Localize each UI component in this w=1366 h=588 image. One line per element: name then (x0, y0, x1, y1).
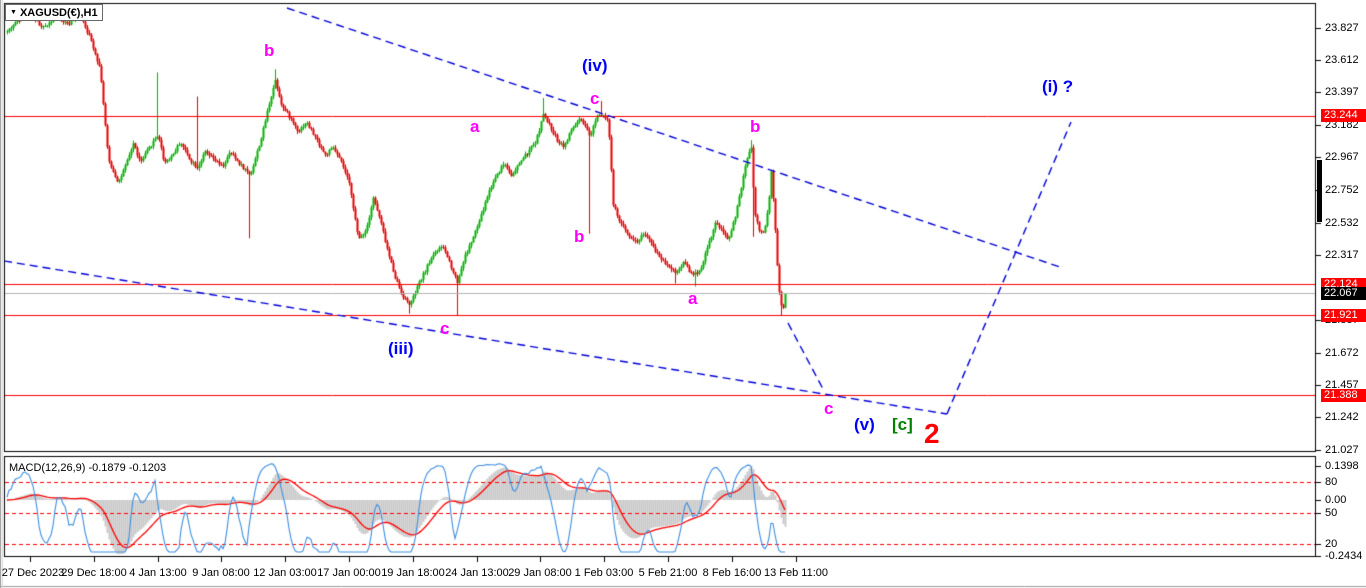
time-tick-label: 8 Feb 16:00 (702, 567, 762, 579)
time-tick-label: 9 Jan 08:00 (192, 567, 250, 579)
elliott-wave-label[interactable]: c (590, 89, 600, 108)
elliott-wave-label[interactable]: b (750, 117, 761, 136)
elliott-wave-label[interactable]: a (688, 289, 698, 308)
price-tick-label: 21.027 (1325, 443, 1359, 456)
elliott-wave-label[interactable]: a (470, 117, 480, 136)
price-tick-label: 22.532 (1325, 216, 1359, 229)
price-tick-label: 23.397 (1325, 86, 1359, 99)
elliott-wave-label[interactable]: (iv) (582, 56, 608, 75)
price-tick-label: 21.457 (1325, 378, 1359, 391)
time-tick-label: 19 Jan 18:00 (381, 567, 445, 579)
dropdown-arrow-icon: ▼ (10, 9, 17, 16)
elliott-wave-label[interactable]: b (574, 227, 585, 246)
time-tick-label: 24 Jan 13:00 (445, 567, 509, 579)
elliott-wave-label[interactable]: 2 (924, 418, 940, 449)
symbol-selector[interactable]: ▼ XAGUSD(€),H1 (5, 4, 103, 21)
elliott-wave-label[interactable]: c (824, 399, 834, 418)
price-tick-label: 22.967 (1325, 151, 1359, 164)
price-tick-label: 23.612 (1325, 54, 1359, 67)
indicator-tick-label: 0.1398 (1325, 460, 1359, 473)
time-tick-label: 29 Dec 18:00 (61, 567, 127, 579)
symbol-title: XAGUSD(€),H1 (19, 6, 98, 19)
price-level-badge: 23.244 (1321, 109, 1366, 122)
indicator-tick-label: -0.2434 (1325, 549, 1363, 562)
indicator-label: MACD(12,26,9) -0.1879 -0.1203 (9, 462, 167, 474)
oscillator-level-label: 50 (1325, 506, 1338, 519)
elliott-wave-label[interactable]: c (440, 319, 450, 338)
time-tick-label: 13 Feb 11:00 (763, 567, 829, 579)
time-tick-label: 27 Dec 2023 (1, 567, 65, 579)
time-tick-label: 1 Feb 03:00 (574, 567, 634, 579)
elliott-wave-label[interactable]: (i) ? (1042, 77, 1074, 96)
elliott-wave-label[interactable]: (v) (854, 415, 875, 434)
price-level-badge: 21.921 (1321, 309, 1366, 322)
price-tick-label: 21.242 (1325, 411, 1359, 424)
price-level-badge: 21.388 (1321, 389, 1366, 402)
price-level-badge: 22.067 (1321, 287, 1366, 300)
price-tick-label: 23.827 (1325, 21, 1359, 34)
oscillator-level-label: 80 (1325, 476, 1338, 488)
price-axis-slider[interactable] (1317, 160, 1322, 222)
price-tick-label: 22.752 (1325, 183, 1359, 196)
price-tick-label: 22.317 (1325, 249, 1359, 262)
time-tick-label: 4 Jan 13:00 (129, 567, 187, 579)
time-tick-label: 5 Feb 21:00 (638, 567, 698, 579)
price-tick-label: 21.672 (1325, 346, 1359, 359)
elliott-wave-label[interactable]: [c] (892, 415, 913, 434)
elliott-wave-label[interactable]: (iii) (388, 339, 414, 358)
time-tick-label: 12 Jan 03:00 (253, 567, 317, 579)
indicator-tick-label: 0.00 (1325, 494, 1347, 506)
oscillator-level-label: 20 (1325, 537, 1338, 550)
time-tick-label: 17 Jan 00:00 (317, 567, 381, 579)
time-tick-label: 29 Jan 08:00 (508, 567, 572, 579)
elliott-wave-label[interactable]: b (264, 41, 275, 60)
